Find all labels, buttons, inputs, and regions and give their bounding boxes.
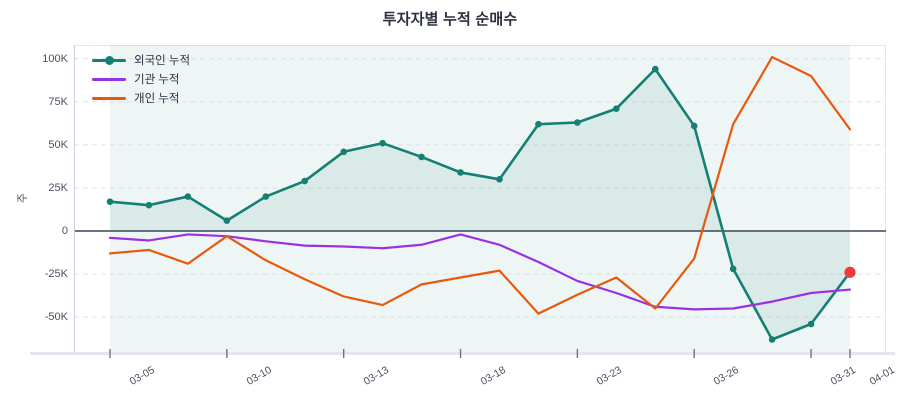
y-tick-label: 75K [48, 95, 68, 108]
series-marker[interactable] [496, 176, 503, 183]
chart-title: 투자자별 누적 순매수 [382, 11, 518, 28]
x-tick-label: 03-13 [361, 364, 391, 388]
legend-swatch-icon [92, 92, 126, 104]
plot-area [74, 45, 886, 355]
series-line-3 [108, 55, 852, 315]
series-marker[interactable] [651, 65, 659, 73]
series-marker[interactable] [613, 105, 620, 113]
legend-item-2[interactable]: 기관 누적 [92, 69, 190, 88]
y-tick-label: 100K [42, 52, 68, 65]
series-marker[interactable] [574, 119, 581, 126]
series-marker[interactable] [184, 193, 192, 200]
series-marker[interactable] [457, 169, 464, 176]
y-tick-label: 25K [48, 181, 68, 194]
legend-label: 개인 누적 [134, 92, 180, 105]
series-marker[interactable] [690, 122, 698, 130]
x-tick-label: 03-26 [711, 364, 742, 388]
series-marker[interactable] [418, 153, 425, 161]
series-marker[interactable] [807, 320, 815, 328]
x-axis-tick-labels: 03-05 03-10 03-13 03-18 03-23 03-26 03-31 04-01 [0, 349, 900, 418]
legend-label: 기관 누적 [134, 73, 180, 86]
series-marker[interactable] [262, 193, 270, 200]
x-tick-label: 03-10 [244, 364, 274, 388]
series-marker[interactable] [535, 120, 542, 128]
series-marker[interactable] [768, 336, 776, 343]
series-line-1 [108, 67, 852, 341]
series-line-2 [108, 233, 852, 311]
series-marker[interactable] [145, 201, 153, 209]
shaded-band [110, 45, 850, 355]
legend-swatch-icon [92, 54, 126, 66]
series-marker[interactable] [106, 198, 114, 206]
series-marker[interactable] [379, 139, 386, 147]
legend-item-3[interactable]: 개인 누적 [92, 88, 190, 107]
series-marker[interactable] [223, 217, 231, 224]
series-marker[interactable] [301, 177, 309, 185]
series-area-1 [110, 69, 850, 340]
legend-label: 외국인 누적 [134, 54, 191, 67]
y-axis-tick-labels: 100K 75K 50K 25K 0 -25K -50K [8, 45, 68, 355]
y-tick-label: 50K [48, 138, 68, 151]
highlight-point-marker[interactable] [844, 266, 856, 278]
legend-item-1[interactable]: 외국인 누적 [92, 50, 190, 69]
x-tick-label: 03-31 [828, 364, 858, 388]
legend-swatch-icon [92, 73, 126, 85]
series-marker[interactable] [340, 148, 347, 156]
x-tick-label: 04-01 [867, 364, 897, 388]
chart-canvas [74, 45, 886, 355]
y-tick-label: -25K [44, 268, 68, 281]
series-marker[interactable] [729, 265, 737, 273]
x-tick-label: 03-18 [478, 364, 508, 388]
y-tick-label: -50K [44, 311, 68, 324]
x-axis [30, 349, 895, 358]
plot-background [74, 45, 886, 355]
y-tick-label: 0 [61, 225, 68, 237]
x-tick-label: 03-23 [594, 364, 625, 388]
x-tick-label: 03-05 [127, 364, 157, 388]
